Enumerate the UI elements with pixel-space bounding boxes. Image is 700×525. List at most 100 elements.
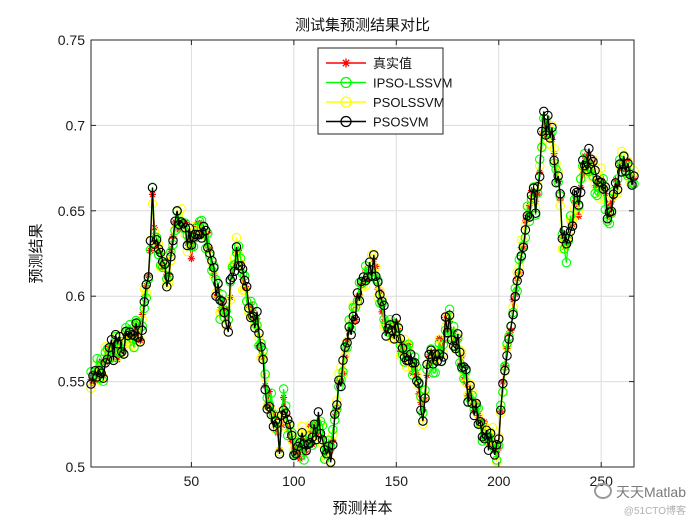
- data-point: [325, 457, 336, 468]
- data-point: [317, 434, 328, 445]
- data-point: [147, 182, 158, 193]
- data-point: [518, 242, 529, 253]
- data-point: [282, 414, 293, 425]
- data-point: [364, 276, 372, 284]
- data-point: [588, 156, 598, 167]
- data-point: [366, 271, 377, 281]
- data-point: [506, 321, 516, 331]
- data-point: [309, 419, 320, 430]
- data-point: [88, 371, 98, 381]
- data-point: [192, 222, 200, 230]
- data-point: [252, 306, 262, 317]
- legend-label: 真实值: [373, 56, 412, 71]
- data-point: [94, 365, 104, 376]
- legend-entry: IPSO-LSSVM: [326, 76, 452, 91]
- data-point: [393, 335, 404, 345]
- series-layer: [86, 106, 639, 468]
- data-point: [227, 272, 238, 283]
- data-point: [231, 232, 242, 243]
- data-point: [573, 200, 584, 210]
- data-point: [260, 384, 270, 395]
- data-point: [153, 249, 164, 260]
- data-point: [596, 163, 606, 173]
- data-point: [371, 271, 381, 281]
- data-point: [414, 378, 424, 389]
- data-point: [504, 334, 514, 344]
- series-PSOSVM: [86, 106, 639, 468]
- data-point: [188, 241, 199, 252]
- y-tick-label: 0.7: [66, 117, 86, 133]
- data-point: [487, 422, 498, 433]
- data-point: [571, 187, 582, 198]
- x-tick-label: 50: [184, 473, 200, 489]
- data-point: [559, 225, 570, 236]
- data-point: [209, 262, 219, 273]
- data-point: [547, 122, 557, 133]
- legend-label: PSOSVM: [373, 115, 429, 130]
- data-point: [389, 334, 400, 344]
- legend-marker: [340, 96, 352, 108]
- data-point: [168, 235, 178, 246]
- data-point: [586, 154, 596, 165]
- data-point: [551, 164, 561, 175]
- data-point: [237, 264, 248, 274]
- data-point: [172, 206, 182, 216]
- data-point: [246, 312, 256, 323]
- data-point: [328, 424, 338, 435]
- data-point: [166, 252, 176, 262]
- data-point: [590, 165, 600, 176]
- data-point: [532, 182, 543, 192]
- data-point: [397, 343, 408, 353]
- data-point: [278, 384, 289, 394]
- data-point: [213, 278, 223, 289]
- data-point: [496, 405, 506, 415]
- data-point: [493, 448, 501, 456]
- data-point: [430, 349, 440, 359]
- data-point: [196, 228, 204, 236]
- data-point: [555, 189, 565, 199]
- data-point: [543, 110, 553, 121]
- data-point: [606, 206, 617, 217]
- data-point: [369, 250, 379, 260]
- data-point: [551, 177, 561, 188]
- data-point: [187, 255, 195, 263]
- data-point: [405, 349, 416, 359]
- data-point: [131, 318, 141, 328]
- data-point: [254, 328, 264, 338]
- data-point: [332, 400, 342, 410]
- data-point: [207, 265, 217, 276]
- data-point: [217, 296, 227, 307]
- data-point: [378, 308, 386, 316]
- data-point: [342, 338, 352, 348]
- data-point: [494, 434, 504, 444]
- data-point: [459, 362, 469, 372]
- legend: 真实值 IPSO-LSSVM PSOLSSVM PSOSVM: [317, 47, 452, 135]
- data-point: [467, 398, 477, 409]
- data-point: [379, 300, 389, 311]
- data-point: [223, 327, 234, 337]
- data-point: [336, 362, 346, 372]
- data-point: [155, 247, 166, 258]
- data-point: [239, 275, 250, 286]
- data-point: [221, 306, 231, 316]
- data-point: [297, 427, 307, 438]
- data-point: [584, 143, 594, 154]
- data-point: [500, 365, 510, 376]
- data-point: [461, 364, 471, 375]
- data-point: [465, 380, 475, 391]
- data-point: [436, 356, 447, 366]
- data-point: [491, 455, 502, 465]
- data-point: [385, 320, 395, 330]
- data-point: [567, 221, 578, 231]
- axes-frame: [90, 39, 635, 468]
- legend-marker: [340, 115, 352, 128]
- data-point: [280, 394, 288, 402]
- legend-label: PSOLSSVM: [373, 95, 445, 110]
- data-point: [319, 454, 330, 464]
- x-tick-label: 200: [487, 473, 511, 489]
- data-point: [301, 446, 311, 456]
- data-point: [491, 439, 502, 450]
- data-point: [346, 330, 356, 340]
- data-point: [387, 325, 397, 336]
